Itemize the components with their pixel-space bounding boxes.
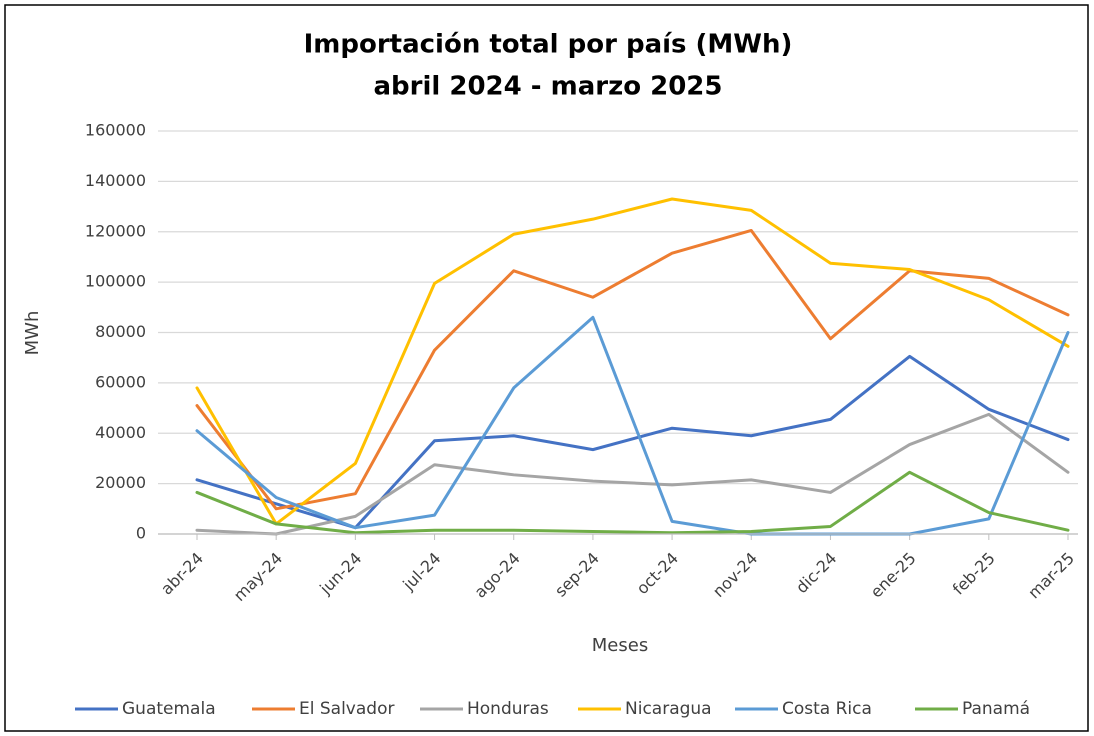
y-tick-label: 60000 (95, 372, 146, 391)
y-tick-label: 120000 (85, 221, 146, 240)
legend-label: Honduras (467, 699, 549, 719)
x-axis-title: Meses (592, 635, 648, 656)
y-tick-label: 40000 (95, 423, 146, 442)
y-axis-title: MWh (22, 311, 43, 356)
y-tick-label: 0 (136, 524, 146, 543)
y-tick-label: 100000 (85, 272, 146, 291)
chart-subtitle: abril 2024 - marzo 2025 (374, 72, 723, 102)
legend-label: Guatemala (122, 699, 216, 719)
y-tick-label: 160000 (85, 121, 146, 140)
chart-title: Importación total por país (MWh) (304, 30, 793, 60)
legend-label: Nicaragua (625, 699, 712, 719)
chart-border (4, 4, 1089, 732)
y-tick-label: 140000 (85, 171, 146, 190)
series-line (195, 228, 1070, 511)
y-tick-label: 80000 (95, 322, 146, 341)
legend-label: El Salvador (299, 699, 394, 719)
legend-label: Costa Rica (782, 699, 872, 719)
series-line (195, 412, 1070, 536)
series-line (195, 197, 1070, 526)
series-line (195, 315, 1070, 536)
legend-label: Panamá (962, 699, 1030, 719)
y-tick-label: 20000 (95, 473, 146, 492)
series-line (195, 470, 1070, 535)
